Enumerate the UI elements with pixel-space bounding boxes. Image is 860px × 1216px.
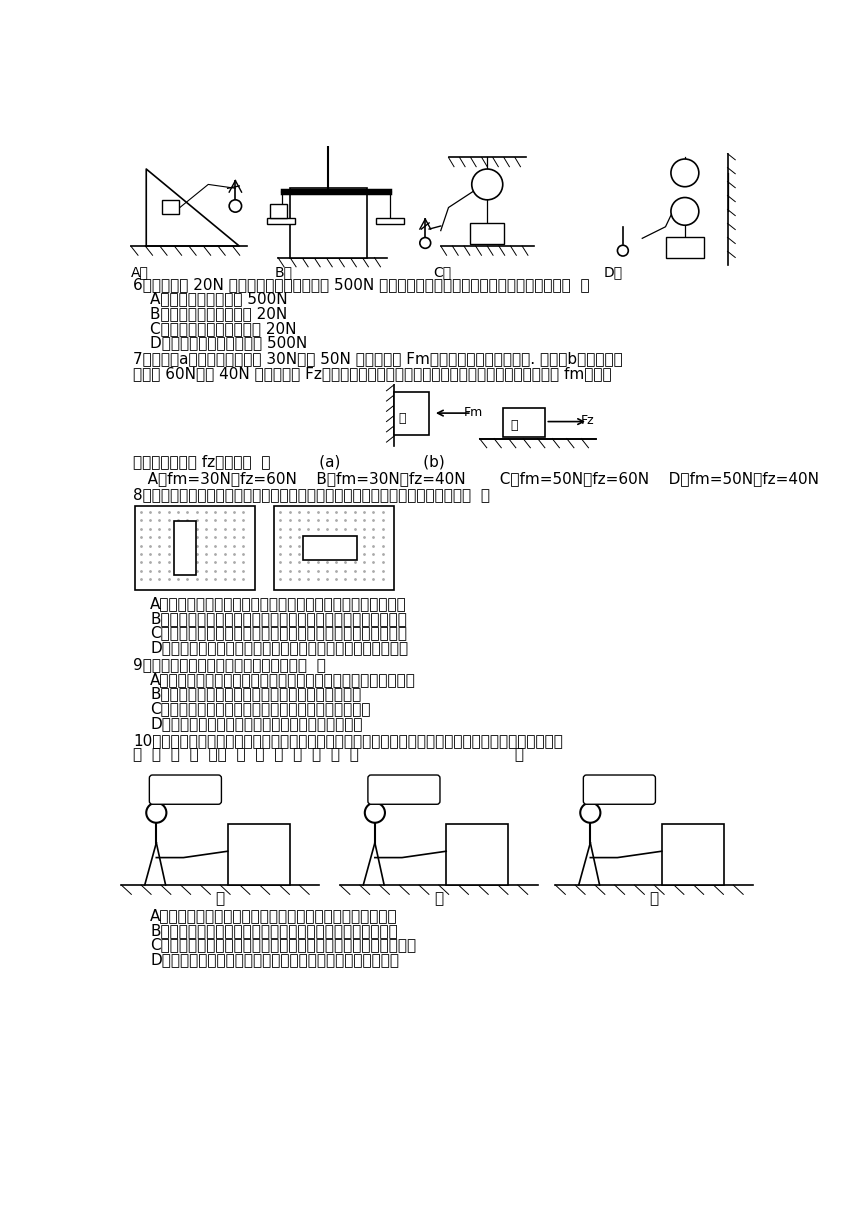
Bar — [135, 506, 255, 590]
Bar — [303, 535, 357, 561]
Text: B、: B、 — [274, 265, 292, 280]
Circle shape — [580, 803, 600, 823]
Text: Fm: Fm — [464, 406, 483, 420]
Text: B、物体上下表面第一次受到的压强差大于第二次受到的压强差: B、物体上下表面第一次受到的压强差大于第二次受到的压强差 — [150, 610, 407, 626]
Text: B、小车对地面的压力是 20N: B、小车对地面的压力是 20N — [150, 306, 287, 321]
Circle shape — [472, 169, 503, 199]
FancyBboxPatch shape — [583, 775, 655, 804]
Bar — [174, 520, 196, 575]
Text: 的  物  理  知  识，  分  析  正  确  的  是  （                                ）: 的 物 理 知 识， 分 析 正 确 的 是 （ ） — [133, 748, 524, 762]
Text: A、: A、 — [131, 265, 149, 280]
Text: A、小车受到的阻力是 500N: A、小车受到的阻力是 500N — [150, 292, 288, 306]
Text: C、图乙：因为箱子受到的摩擦力大于推力，所以小夏没推动箱子: C、图乙：因为箱子受到的摩擦力大于推力，所以小夏没推动箱子 — [150, 938, 416, 952]
Bar — [377, 218, 404, 225]
Text: 9、下列有关运动和力的说法中正确的是（  ）: 9、下列有关运动和力的说法中正确的是（ ） — [133, 657, 326, 672]
Bar — [274, 506, 394, 590]
Text: C、物体上下表面第一次受到的压强差等于第二次受到的压强差: C、物体上下表面第一次受到的压强差等于第二次受到的压强差 — [150, 625, 407, 641]
Text: 不动: 不动 — [177, 783, 194, 796]
FancyBboxPatch shape — [150, 775, 221, 804]
Bar — [503, 407, 545, 437]
Text: 甲: 甲 — [398, 411, 406, 424]
Text: 甲: 甲 — [216, 891, 224, 906]
Bar — [661, 823, 723, 885]
Text: D、: D、 — [604, 265, 623, 280]
Circle shape — [146, 803, 166, 823]
Text: 10、小夏推箱子经历了如图所示的过程，最终箱子被推出后又向前滑行了一段距离，对上述过程中涉及到: 10、小夏推箱子经历了如图所示的过程，最终箱子被推出后又向前滑行了一段距离，对上… — [133, 733, 563, 748]
Circle shape — [617, 246, 629, 257]
Text: 还不动: 还不动 — [392, 783, 416, 796]
Text: 哎哟喂: 哎哟喂 — [607, 783, 631, 796]
Text: 乙: 乙 — [434, 891, 444, 906]
Text: 6、一个人用 20N 的力沿水平方向推一个重 500N 的小车在水平地面上匀速前进，在这个过程中（  ）: 6、一个人用 20N 的力沿水平方向推一个重 500N 的小车在水平地面上匀速前… — [133, 277, 590, 292]
Circle shape — [229, 199, 242, 212]
Text: C、地面对小车的支持力是 20N: C、地面对小车的支持力是 20N — [150, 321, 297, 336]
Text: A、给正在运动的物体再施加一个力，物体一定比原来运动得更快: A、给正在运动的物体再施加一个力，物体一定比原来运动得更快 — [150, 671, 416, 687]
Bar — [470, 223, 504, 244]
Bar — [162, 199, 179, 214]
Bar — [228, 823, 290, 885]
Circle shape — [420, 237, 431, 248]
Text: D、地面对小车的支持力是 500N: D、地面对小车的支持力是 500N — [150, 336, 307, 350]
Text: 乙受到的摩擦力 fz分别是（  ）          (a)                 (b): 乙受到的摩擦力 fz分别是（ ） (a) (b) — [133, 454, 445, 469]
Text: 7、如图（a）所示，物体甲重 30N，被 50N 的水平压力 Fm压在竖直墙壁上保持静止. 如图（b）所示，物: 7、如图（a）所示，物体甲重 30N，被 50N 的水平压力 Fm压在竖直墙壁上… — [133, 351, 623, 366]
Bar — [666, 237, 704, 258]
Text: 体乙重 60N，在 40N 的水平拉力 Fz作用下，沿水平桌面匀速向右运动，则物体甲受到的摩擦力 fm和物体: 体乙重 60N，在 40N 的水平拉力 Fz作用下，沿水平桌面匀速向右运动，则物… — [133, 366, 611, 381]
Circle shape — [671, 159, 699, 187]
Text: B、图甲：因为小夏对箱子施加了力，所以小夏对箱子做了功: B、图甲：因为小夏对箱子施加了力，所以小夏对箱子做了功 — [150, 923, 398, 938]
Bar — [270, 203, 287, 218]
Text: 丙: 丙 — [649, 891, 659, 906]
Bar — [290, 188, 367, 258]
Text: 8、同一物体分别按如图所示两种方式置于两种液体中静止，则下列说法正确的是（  ）: 8、同一物体分别按如图所示两种方式置于两种液体中静止，则下列说法正确的是（ ） — [133, 488, 490, 502]
Circle shape — [365, 803, 385, 823]
Bar — [394, 393, 429, 434]
Text: D、图甲：因为箱子没动，所以小夏没有对箱子施加力的作用: D、图甲：因为箱子没动，所以小夏没有对箱子施加力的作用 — [150, 952, 399, 967]
Text: Fz: Fz — [580, 413, 594, 427]
Text: C、: C、 — [433, 265, 452, 280]
Bar — [446, 823, 508, 885]
Circle shape — [671, 197, 699, 225]
Text: D、物体上下表面第一次受到的压力差等于第二次受到的压力差: D、物体上下表面第一次受到的压力差等于第二次受到的压力差 — [150, 641, 408, 655]
Text: B、运动的物体如果不受外力作用时将会慢慢停下来: B、运动的物体如果不受外力作用时将会慢慢停下来 — [150, 687, 361, 702]
FancyBboxPatch shape — [368, 775, 440, 804]
Text: A、fm=30N，fz=60N    B、fm=30N，fz=40N       C、fm=50N，fz=60N    D、fm=50N，fz=40N: A、fm=30N，fz=60N B、fm=30N，fz=40N C、fm=50N… — [133, 471, 819, 486]
Text: A、图丙：小夏对箱子做的功小于推力与箱子移动距离的乘积: A、图丙：小夏对箱子做的功小于推力与箱子移动距离的乘积 — [150, 908, 397, 923]
Text: C、行车时司机要系安全带，是为防止惯性带来的危害: C、行车时司机要系安全带，是为防止惯性带来的危害 — [150, 702, 371, 716]
Text: 乙: 乙 — [511, 420, 518, 432]
Bar — [267, 218, 295, 225]
Text: D、推出去的铅球继续前进是因为受到了惯性的作用: D、推出去的铅球继续前进是因为受到了惯性的作用 — [150, 716, 363, 731]
Text: A、物体上下表面第一次受到的压力差大于第二次受到的压力差: A、物体上下表面第一次受到的压力差大于第二次受到的压力差 — [150, 596, 407, 612]
